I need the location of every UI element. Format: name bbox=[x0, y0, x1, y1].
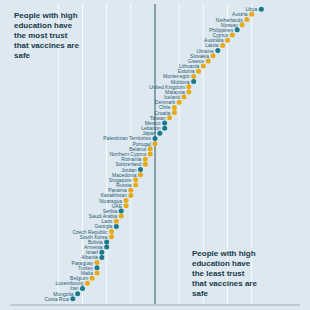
dot bbox=[215, 48, 220, 53]
dot bbox=[157, 131, 162, 136]
dot bbox=[138, 172, 143, 177]
dot bbox=[148, 152, 153, 157]
dot bbox=[95, 265, 100, 270]
grid-line bbox=[106, 4, 107, 304]
dot bbox=[172, 105, 177, 110]
dot bbox=[128, 188, 133, 193]
dot bbox=[191, 74, 196, 79]
dot bbox=[206, 58, 211, 63]
dot bbox=[75, 291, 80, 296]
dot bbox=[211, 53, 216, 58]
dot bbox=[99, 255, 104, 260]
dot bbox=[186, 89, 191, 94]
labels: LibyaAustriaNetherlandsNorwayPhilippines… bbox=[44, 6, 257, 302]
dot bbox=[191, 79, 196, 84]
dot bbox=[220, 43, 225, 48]
dot bbox=[104, 245, 109, 250]
dot bbox=[225, 38, 230, 43]
dot bbox=[95, 260, 100, 265]
dots bbox=[70, 7, 264, 302]
dot bbox=[114, 219, 119, 224]
dot bbox=[143, 157, 148, 162]
dot bbox=[124, 198, 129, 203]
dot bbox=[109, 234, 114, 239]
dot bbox=[90, 276, 95, 281]
dot bbox=[119, 208, 124, 213]
dot bbox=[201, 64, 206, 69]
dot bbox=[133, 183, 138, 188]
dot bbox=[153, 141, 158, 146]
dot bbox=[240, 22, 245, 27]
category-label: Costa Rica bbox=[44, 296, 69, 302]
dot bbox=[230, 33, 235, 38]
dot bbox=[95, 270, 100, 275]
dot bbox=[196, 69, 201, 74]
dot bbox=[85, 281, 90, 286]
dot bbox=[143, 162, 148, 167]
annotation: People with higheducation havethe least … bbox=[192, 249, 257, 298]
grid-line bbox=[179, 4, 180, 304]
dot bbox=[133, 177, 138, 182]
dot bbox=[104, 239, 109, 244]
dot bbox=[162, 126, 167, 131]
annotation: People with higheducation havethe most t… bbox=[14, 11, 79, 60]
chart: LibyaAustriaNetherlandsNorwayPhilippines… bbox=[0, 0, 310, 310]
dot bbox=[162, 120, 167, 125]
grid bbox=[58, 4, 251, 304]
dot bbox=[182, 95, 187, 100]
dot bbox=[235, 27, 240, 32]
dot bbox=[80, 286, 85, 291]
dot bbox=[259, 7, 264, 12]
dot bbox=[172, 110, 177, 115]
x-axis-line bbox=[10, 305, 300, 306]
dot bbox=[109, 229, 114, 234]
dot bbox=[177, 100, 182, 105]
grid-line bbox=[251, 4, 252, 304]
dot bbox=[148, 146, 153, 151]
dot bbox=[167, 115, 172, 120]
dot bbox=[244, 17, 249, 22]
dot bbox=[70, 296, 75, 301]
background bbox=[0, 0, 310, 310]
dot bbox=[119, 214, 124, 219]
dot bbox=[249, 12, 254, 17]
reference-line bbox=[155, 4, 156, 304]
dot bbox=[138, 167, 143, 172]
dot bbox=[114, 224, 119, 229]
dot bbox=[153, 136, 158, 141]
dot bbox=[124, 203, 129, 208]
dot bbox=[186, 84, 191, 89]
dot bbox=[99, 250, 104, 255]
dot bbox=[128, 193, 133, 198]
